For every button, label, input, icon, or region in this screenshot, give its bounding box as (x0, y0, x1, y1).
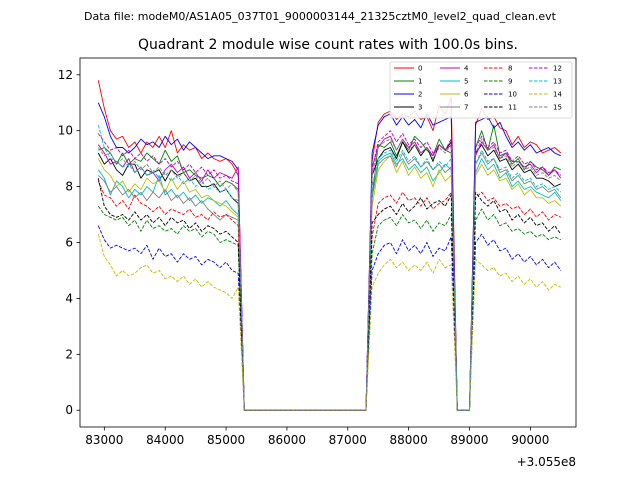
x-tick-label: 85000 (207, 433, 245, 447)
series-line-1 (98, 124, 561, 411)
legend-label-13: 13 (553, 78, 562, 86)
y-tick-label: 8 (65, 180, 73, 194)
legend-box (389, 61, 573, 119)
data-file-suptitle: Data file: modeM0/AS1A05_037T01_90000031… (84, 10, 557, 23)
chart-title: Quadrant 2 module wise count rates with … (138, 37, 518, 53)
series-layer (97, 80, 562, 411)
x-tick-label: 84000 (146, 433, 184, 447)
legend-label-5: 5 (464, 78, 468, 86)
series-line-13 (97, 124, 562, 411)
x-tick-label: 86000 (268, 433, 306, 447)
series-line-3 (97, 141, 561, 411)
series-line-8 (97, 180, 561, 411)
series-line-15 (97, 138, 562, 411)
series-line-2 (97, 102, 561, 411)
series-line-11 (97, 178, 562, 411)
series-line-5 (97, 152, 562, 411)
legend-label-11: 11 (508, 104, 517, 112)
legend-label-2: 2 (418, 91, 422, 99)
legend-label-0: 0 (418, 65, 422, 73)
series-line-0 (97, 80, 562, 411)
legend-label-9: 9 (508, 78, 512, 86)
legend-label-8: 8 (508, 65, 512, 73)
legend-label-4: 4 (464, 65, 469, 73)
y-tick-label: 4 (65, 291, 73, 305)
series-line-12 (97, 130, 562, 411)
x-tick-label: 83000 (85, 433, 123, 447)
y-tick-label: 6 (65, 236, 73, 250)
x-tick-label: 87000 (329, 433, 367, 447)
legend-label-10: 10 (508, 91, 517, 99)
legend-label-12: 12 (553, 65, 562, 73)
series-line-9 (97, 205, 561, 411)
y-tick-label: 10 (58, 124, 73, 138)
series-line-14 (97, 233, 561, 411)
x-tick-label: 88000 (390, 433, 428, 447)
y-tick-label: 12 (58, 68, 73, 82)
legend-label-3: 3 (418, 104, 422, 112)
legend-label-6: 6 (464, 91, 469, 99)
series-line-7 (97, 152, 562, 411)
series-line-10 (97, 225, 562, 411)
legend-label-7: 7 (464, 104, 468, 112)
y-tick-label: 2 (65, 347, 73, 361)
legend-label-15: 15 (553, 104, 562, 112)
series-line-6 (97, 155, 562, 411)
legend-label-1: 1 (418, 78, 422, 86)
x-tick-label: 90000 (511, 433, 549, 447)
legend-label-14: 14 (553, 91, 562, 99)
y-tick-label: 0 (65, 403, 73, 417)
axis-layer: 83000 84000 85000 86000 87000 88000 89000 90000… (58, 68, 550, 447)
x-tick-label: 89000 (450, 433, 488, 447)
x-offset-text: +3.055e8 (517, 455, 576, 469)
plot-frame (79, 57, 577, 428)
